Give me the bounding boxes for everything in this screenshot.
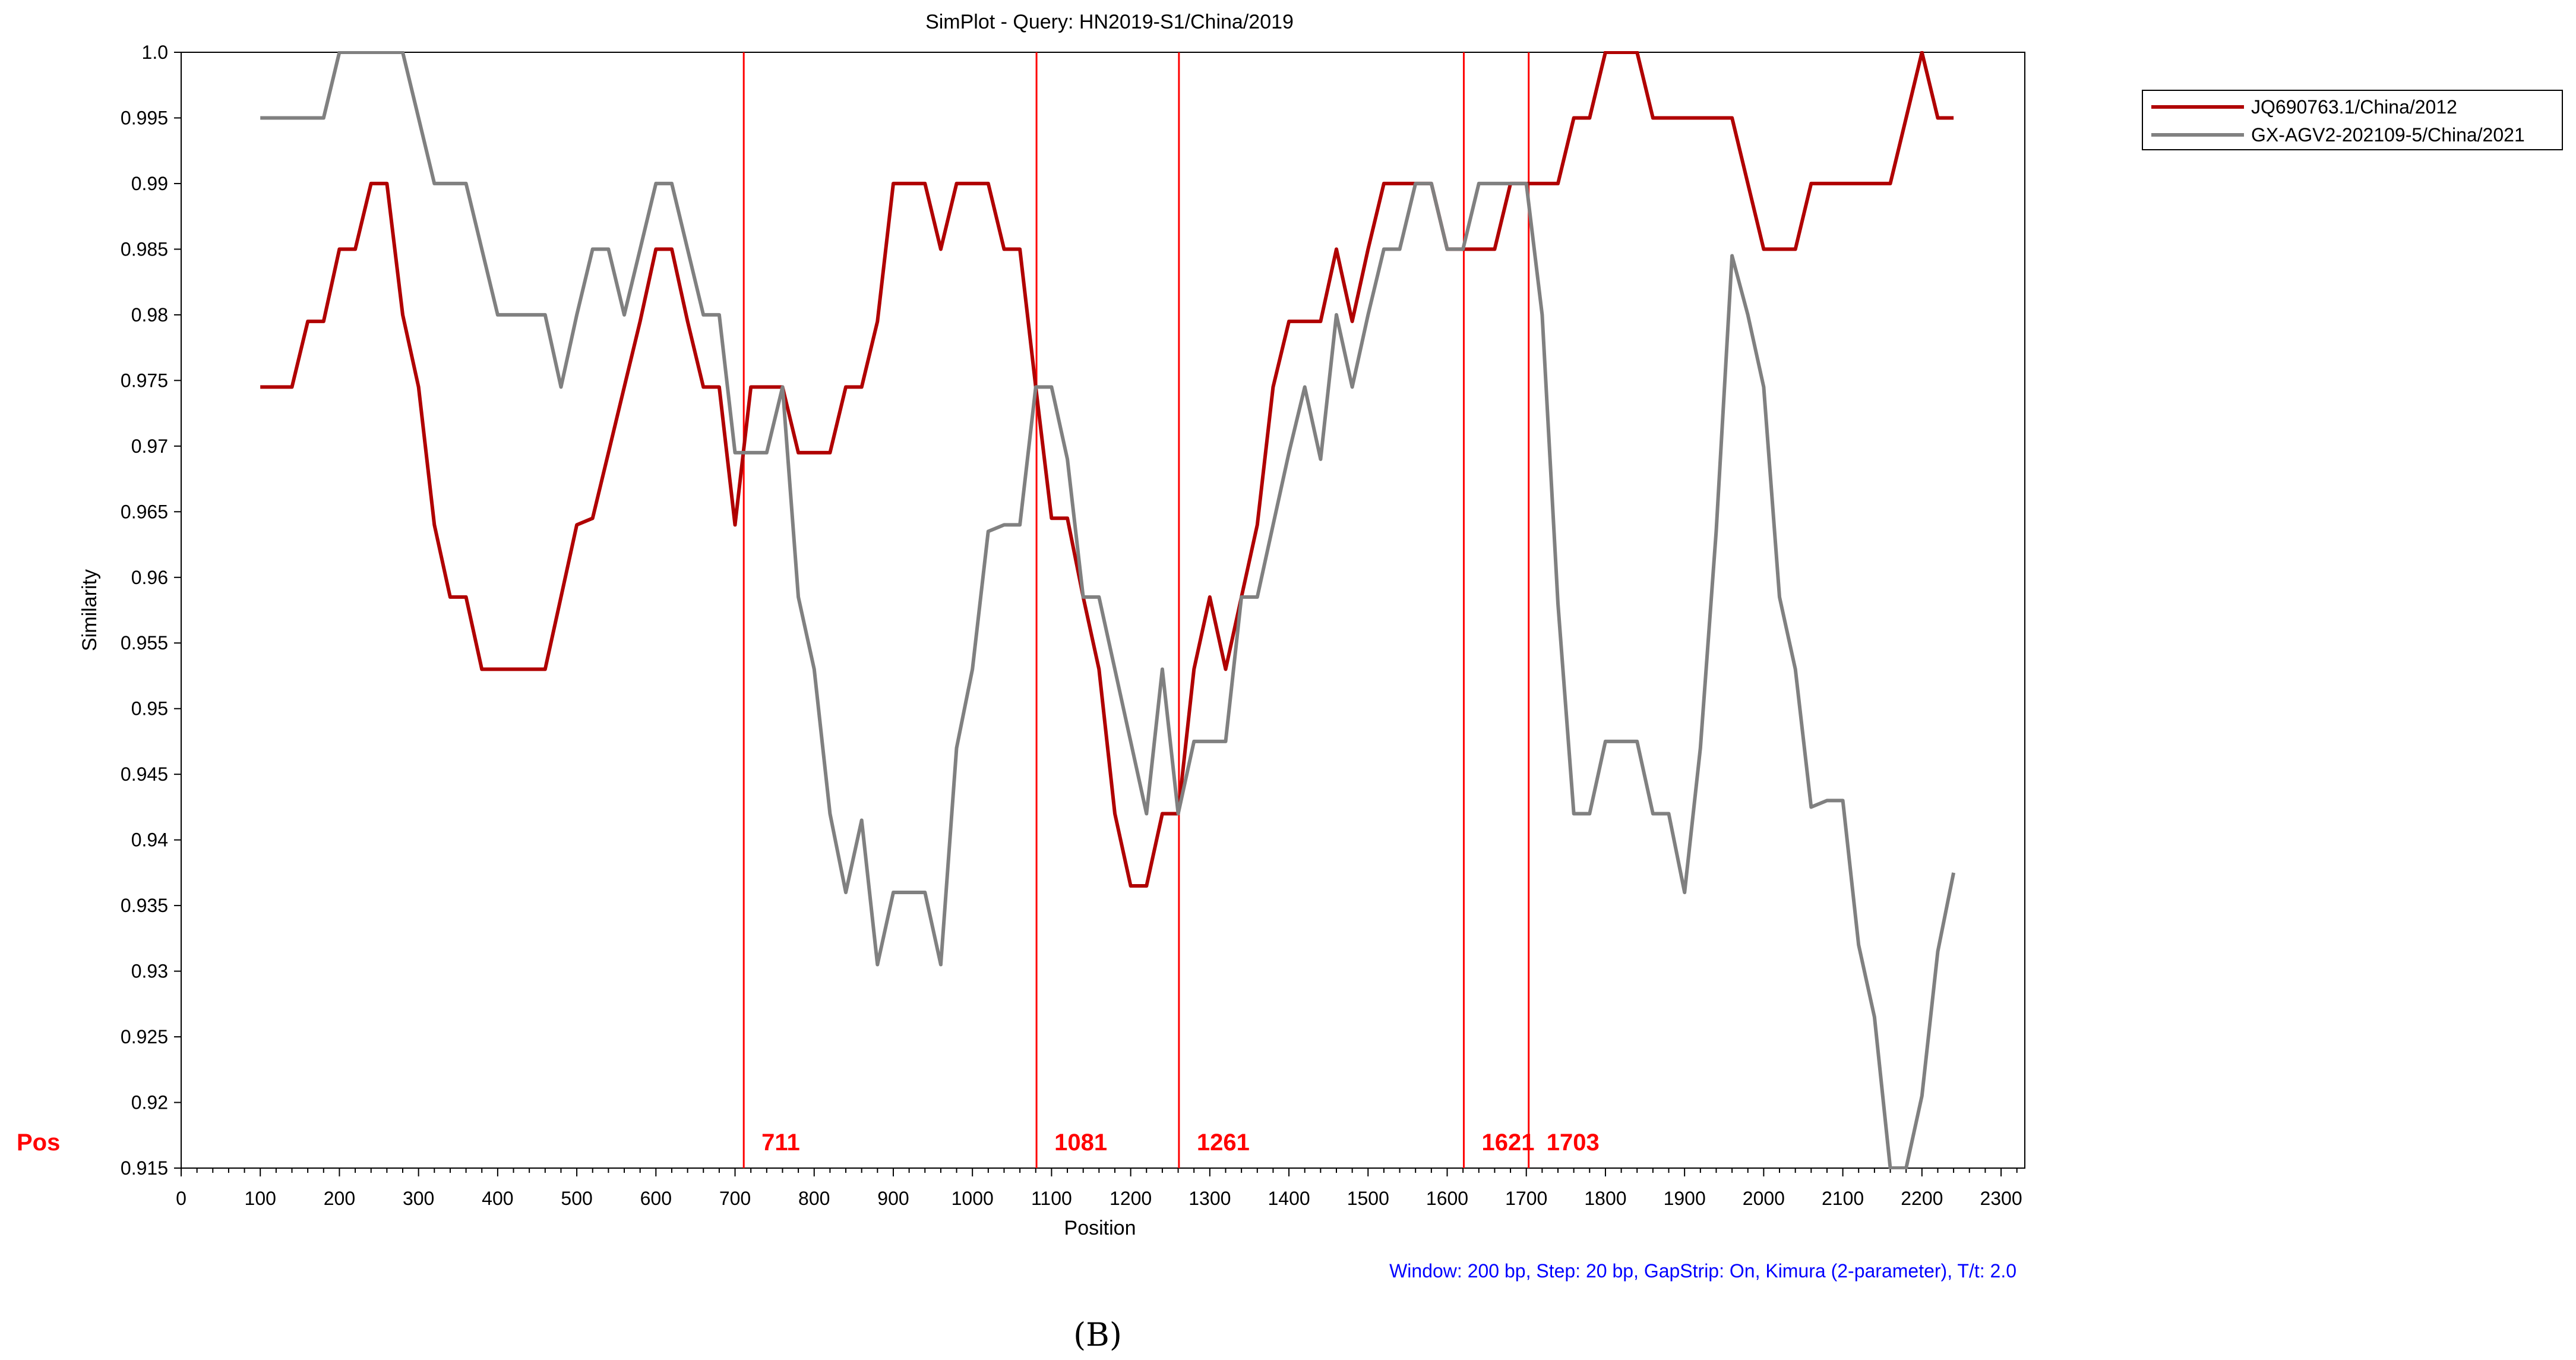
x-tick-label: 2300	[1980, 1188, 2022, 1209]
x-tick-label: 200	[324, 1188, 355, 1209]
breakpoint-label: 1703	[1547, 1129, 1600, 1156]
x-tick-label: 400	[482, 1188, 513, 1209]
x-tick-label: 2100	[1822, 1188, 1864, 1209]
x-tick-label: 1900	[1664, 1188, 1706, 1209]
series-line-1	[260, 51, 1954, 888]
y-tick-label: 0.985	[121, 238, 168, 260]
y-tick-label: 0.935	[121, 895, 168, 916]
breakpoint-label: 1081	[1054, 1129, 1107, 1156]
x-tick-label: 2000	[1743, 1188, 1785, 1209]
analysis-settings-text: Window: 200 bp, Step: 20 bp, GapStrip: O…	[1389, 1260, 2016, 1282]
x-tick-label: 700	[719, 1188, 751, 1209]
x-axis: 0 100 200 300 400 500 600 700 800 900 1000 1100 1200…	[176, 1168, 2022, 1209]
series-line-2	[260, 51, 1956, 1169]
x-tick-label: 1500	[1347, 1188, 1389, 1209]
x-tick-label: 1600	[1426, 1188, 1468, 1209]
y-axis-label: Similarity	[78, 569, 101, 651]
y-tick-label: 0.995	[121, 107, 168, 128]
x-tick-label: 0	[176, 1188, 187, 1209]
legend-label-1: JQ690763.1/China/2012	[2251, 96, 2457, 118]
x-tick-label: 600	[640, 1188, 672, 1209]
chart-title: SimPlot - Query: HN2019-S1/China/2019	[925, 11, 1294, 33]
x-tick-label: 2200	[1901, 1188, 1943, 1209]
y-tick-label: 0.965	[121, 501, 168, 522]
series-lines	[260, 51, 1956, 1169]
legend-label-2: GX-AGV2-202109-5/China/2021	[2251, 124, 2525, 146]
breakpoint-label: 1621	[1481, 1129, 1534, 1156]
breakpoint-label: 1261	[1197, 1129, 1250, 1156]
x-tick-label: 1000	[952, 1188, 994, 1209]
y-tick-label: 0.94	[131, 829, 168, 851]
y-tick-label: 1.0	[142, 42, 168, 63]
y-tick-label: 0.98	[131, 304, 168, 326]
figure-caption: (B)	[1073, 1316, 1122, 1353]
x-tick-label: 1200	[1110, 1188, 1152, 1209]
x-tick-label: 300	[403, 1188, 434, 1209]
y-tick-label: 0.95	[131, 698, 168, 720]
x-tick-label: 1800	[1584, 1188, 1626, 1209]
y-tick-label: 0.96	[131, 567, 168, 588]
x-axis-label: Position	[1064, 1217, 1136, 1239]
x-tick-label: 900	[877, 1188, 909, 1209]
x-tick-label: 800	[798, 1188, 830, 1209]
y-tick-label: 0.93	[131, 961, 168, 982]
x-tick-label: 1700	[1505, 1188, 1547, 1209]
x-tick-label: 100	[245, 1188, 276, 1209]
x-tick-label: 1400	[1268, 1188, 1310, 1209]
plot-frame	[181, 52, 2025, 1169]
y-tick-label: 0.915	[121, 1157, 168, 1179]
breakpoint-label: 711	[761, 1129, 800, 1156]
y-tick-label: 0.925	[121, 1026, 168, 1047]
legend: JQ690763.1/China/2012 GX-AGV2-202109-5/C…	[2142, 90, 2563, 150]
x-tick-label: 1100	[1031, 1188, 1072, 1209]
y-tick-label: 0.99	[131, 173, 168, 194]
y-axis: 1.0 0.995 0.99 0.985 0.98 0.975 0.97 0.965 0.96 0…	[121, 42, 181, 1179]
pos-label: Pos	[17, 1129, 60, 1156]
y-tick-label: 0.945	[121, 763, 168, 785]
legend-box	[2142, 90, 2563, 150]
x-tick-label: 1300	[1189, 1188, 1231, 1209]
x-tick-label: 500	[561, 1188, 592, 1209]
y-tick-label: 0.92	[131, 1092, 168, 1113]
y-tick-label: 0.955	[121, 632, 168, 654]
y-tick-label: 0.97	[131, 436, 168, 457]
y-tick-label: 0.975	[121, 370, 168, 391]
